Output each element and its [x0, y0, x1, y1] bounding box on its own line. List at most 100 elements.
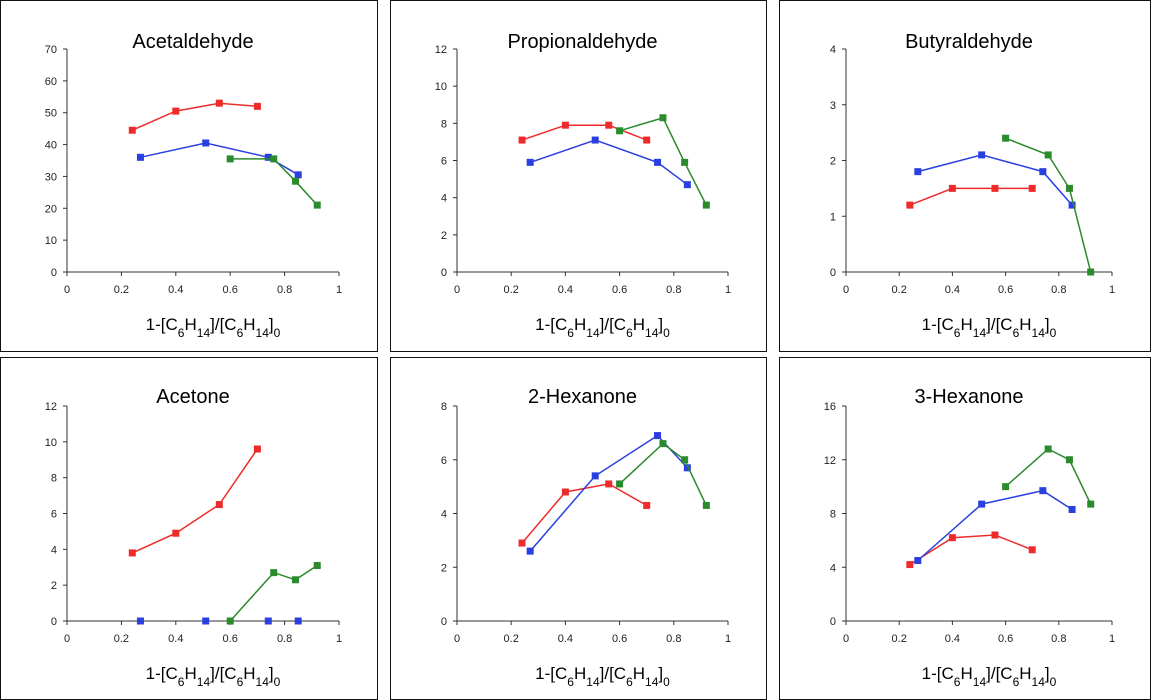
x-tick-label: 0.4	[945, 633, 960, 645]
data-point-green	[616, 127, 624, 135]
chart-svg: Acetaldehyde 0 10 20 30 40 50 60 70 0 0.2 0.4 0.6 0.8…	[45, 31, 342, 340]
series-red	[128, 445, 261, 557]
series-line-red	[131, 448, 259, 554]
x-tick-label: 0.6	[223, 284, 238, 296]
y-tick-label: 0	[51, 616, 57, 628]
x-tick-label: 0.6	[612, 284, 627, 296]
data-point-red	[518, 539, 526, 547]
series-blue	[914, 151, 1076, 209]
y-tick-label: 0	[51, 267, 57, 279]
x-tick-label: 0.8	[1051, 633, 1066, 645]
y-tick-label: 6	[441, 455, 447, 467]
data-point-red	[172, 107, 180, 115]
series-line-red	[521, 124, 647, 141]
series-green	[226, 561, 321, 625]
chart-title: Acetone	[156, 386, 229, 408]
y-tick-label: 2	[441, 230, 447, 242]
x-tick-label: 0	[843, 284, 849, 296]
y-tick-label: 4	[441, 193, 447, 205]
y-tick-label: 4	[830, 562, 836, 574]
data-point-blue	[654, 432, 662, 440]
data-point-blue	[914, 168, 922, 176]
data-point-red	[1028, 184, 1036, 192]
data-point-green	[702, 201, 710, 209]
y-tick-label: 50	[45, 108, 57, 120]
x-axis-label: 1-[C6H14]/[C6H14]0	[146, 315, 281, 340]
x-tick-label: 1	[725, 633, 731, 645]
x-tick-label: 0	[454, 633, 460, 645]
data-point-blue	[294, 171, 302, 179]
x-axis-label: 1-[C6H14]/[C6H14]0	[922, 664, 1057, 689]
data-point-green	[616, 480, 624, 488]
data-point-blue	[1068, 505, 1076, 513]
series-green	[226, 155, 321, 209]
data-point-red	[643, 136, 651, 144]
y-tick-label: 8	[441, 401, 447, 413]
data-point-green	[270, 569, 278, 577]
data-point-red	[906, 561, 914, 569]
data-point-blue	[683, 464, 691, 472]
series-red	[518, 480, 651, 547]
x-tick-label: 0.2	[892, 633, 907, 645]
data-point-green	[1044, 445, 1052, 453]
y-tick-label: 1	[830, 211, 836, 223]
x-tick-label: 1	[1109, 633, 1115, 645]
data-point-blue	[1039, 487, 1047, 495]
data-point-red	[643, 501, 651, 509]
data-point-green	[291, 177, 299, 185]
data-point-green	[313, 561, 321, 569]
x-tick-label: 0.4	[558, 633, 573, 645]
x-tick-label: 0.2	[892, 284, 907, 296]
data-point-green	[1065, 184, 1073, 192]
data-point-red	[561, 488, 569, 496]
data-point-red	[605, 121, 613, 129]
y-tick-label: 0	[441, 616, 447, 628]
data-point-red	[518, 136, 526, 144]
data-point-blue	[683, 181, 691, 189]
data-point-green	[681, 456, 689, 464]
data-point-blue	[1068, 201, 1076, 209]
y-tick-label: 12	[824, 455, 836, 467]
x-tick-label: 1	[336, 633, 342, 645]
data-point-red	[172, 529, 180, 537]
y-tick-label: 2	[830, 156, 836, 168]
series-line-red	[521, 483, 648, 544]
series-green	[616, 114, 710, 209]
x-tick-label: 0.6	[998, 633, 1013, 645]
data-point-green	[291, 576, 299, 584]
series-line-green	[619, 116, 707, 206]
x-tick-label: 0.4	[168, 633, 183, 645]
data-point-blue	[591, 472, 599, 480]
data-point-red	[948, 184, 956, 192]
y-tick-label: 30	[45, 171, 57, 183]
data-point-red	[253, 445, 261, 453]
chart-svg: Butyraldehyde 0 1 2 3 4 0 0.2 0.4 0.6 0.8 1 1-[C6H14…	[830, 31, 1115, 340]
x-tick-label: 0.8	[666, 633, 681, 645]
series-line-green	[229, 564, 318, 622]
data-point-red	[128, 549, 136, 557]
series-green	[616, 440, 710, 509]
y-tick-label: 20	[45, 203, 57, 215]
series-line-red	[131, 102, 258, 131]
x-tick-label: 0.6	[998, 284, 1013, 296]
data-point-green	[681, 158, 689, 166]
x-tick-label: 0.8	[666, 284, 681, 296]
y-tick-label: 70	[45, 44, 57, 56]
series-red	[518, 121, 651, 144]
y-tick-label: 10	[45, 235, 57, 247]
data-point-red	[215, 99, 223, 107]
x-axis-label: 1-[C6H14]/[C6H14]0	[146, 664, 281, 689]
data-point-red	[128, 126, 136, 134]
chart-svg: 2-Hexanone 0 2 4 6 8 0 0.2 0.4 0.6 0.8 1 1-[C6H14]/[…	[441, 386, 731, 689]
data-point-blue	[978, 500, 986, 508]
series-line-blue	[140, 142, 299, 176]
panel-2-hexanone: 2-Hexanone 0 2 4 6 8 0 0.2 0.4 0.6 0.8 1 1-[C6H14]/[…	[390, 357, 767, 700]
x-axis-label: 1-[C6H14]/[C6H14]0	[535, 315, 670, 340]
y-tick-label: 8	[51, 473, 57, 485]
y-tick-label: 6	[441, 156, 447, 168]
series-line-blue	[529, 139, 688, 186]
x-tick-label: 1	[725, 284, 731, 296]
data-point-green	[1065, 456, 1073, 464]
data-point-red	[991, 531, 999, 539]
series-blue	[526, 136, 691, 189]
